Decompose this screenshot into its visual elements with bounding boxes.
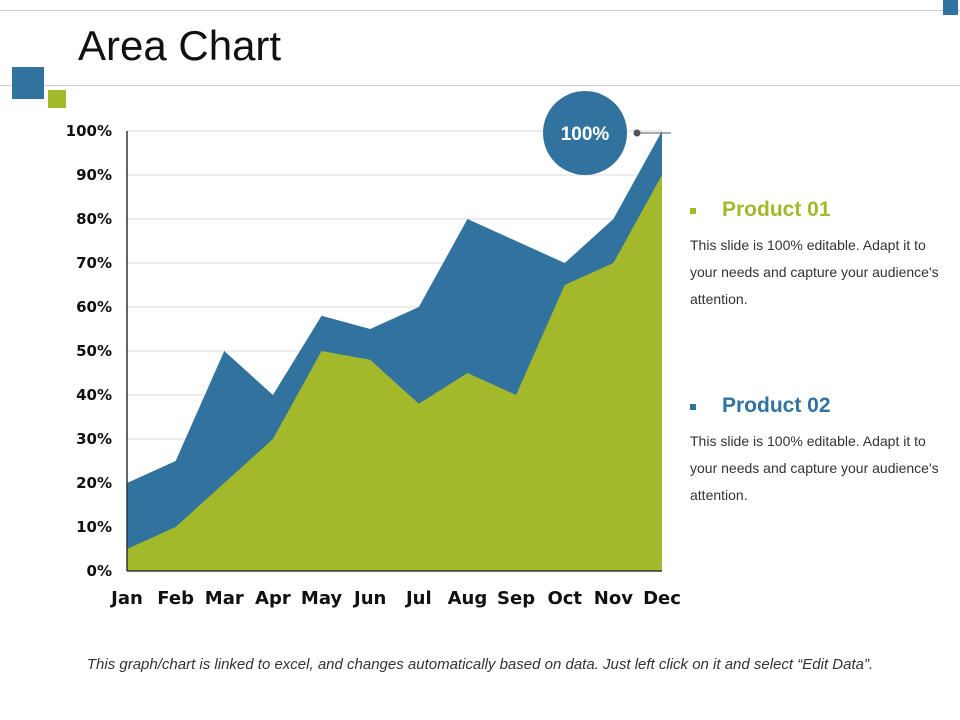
green-square-decoration bbox=[48, 90, 66, 108]
y-tick-label: 0% bbox=[87, 562, 112, 580]
footer-note: This graph/chart is linked to excel, and… bbox=[86, 656, 874, 673]
callout-circle bbox=[543, 91, 627, 175]
legend-bullet-icon bbox=[690, 404, 696, 410]
x-tick-label: Mar bbox=[205, 588, 244, 609]
y-tick-label: 10% bbox=[76, 518, 112, 536]
x-tick-label: Feb bbox=[157, 588, 194, 609]
x-tick-label: Nov bbox=[594, 588, 633, 609]
legend-product-01: Product 01 This slide is 100% editable. … bbox=[690, 198, 940, 313]
x-tick-label: Jul bbox=[404, 588, 432, 609]
y-tick-label: 30% bbox=[76, 430, 112, 448]
callout-dot bbox=[633, 129, 641, 137]
legend-bullet-icon bbox=[690, 208, 696, 214]
legend-product-02: Product 02 This slide is 100% editable. … bbox=[690, 394, 940, 509]
x-tick-label: Oct bbox=[547, 588, 582, 609]
x-tick-label: May bbox=[301, 588, 343, 609]
callout-text: 100% bbox=[561, 124, 610, 145]
y-tick-label: 60% bbox=[76, 298, 112, 316]
legend-description: This slide is 100% editable. Adapt it to… bbox=[690, 237, 939, 307]
legend-name: Product 01 bbox=[722, 198, 831, 221]
y-tick-label: 40% bbox=[76, 386, 112, 404]
y-tick-label: 70% bbox=[76, 254, 112, 272]
x-tick-label: Apr bbox=[255, 588, 291, 609]
x-tick-label: Sep bbox=[497, 588, 535, 609]
x-tick-label: Aug bbox=[448, 588, 488, 609]
x-tick-label: Jan bbox=[109, 588, 143, 609]
area-chart[interactable]: 0% 10% 20% 30% 40% 50% 60% 70% 80% 90% 100% Jan Feb M… bbox=[0, 0, 960, 640]
y-tick-label: 80% bbox=[76, 210, 112, 228]
slide-title: Area Chart bbox=[78, 22, 282, 69]
legend-name: Product 02 bbox=[722, 394, 831, 417]
y-tick-label: 20% bbox=[76, 474, 112, 492]
legend-description: This slide is 100% editable. Adapt it to… bbox=[690, 433, 939, 503]
callout-bubble: 100% bbox=[543, 91, 671, 175]
x-tick-label: Dec bbox=[643, 588, 681, 609]
blue-square-decoration bbox=[12, 67, 44, 99]
title-rule bbox=[0, 85, 960, 86]
y-tick-label: 50% bbox=[76, 342, 112, 360]
top-rule bbox=[0, 10, 960, 11]
area-series-product-01 bbox=[127, 175, 662, 571]
y-tick-label: 90% bbox=[76, 166, 112, 184]
corner-square-decoration bbox=[943, 0, 958, 15]
y-tick-label: 100% bbox=[66, 122, 112, 140]
x-tick-label: Jun bbox=[352, 588, 386, 609]
